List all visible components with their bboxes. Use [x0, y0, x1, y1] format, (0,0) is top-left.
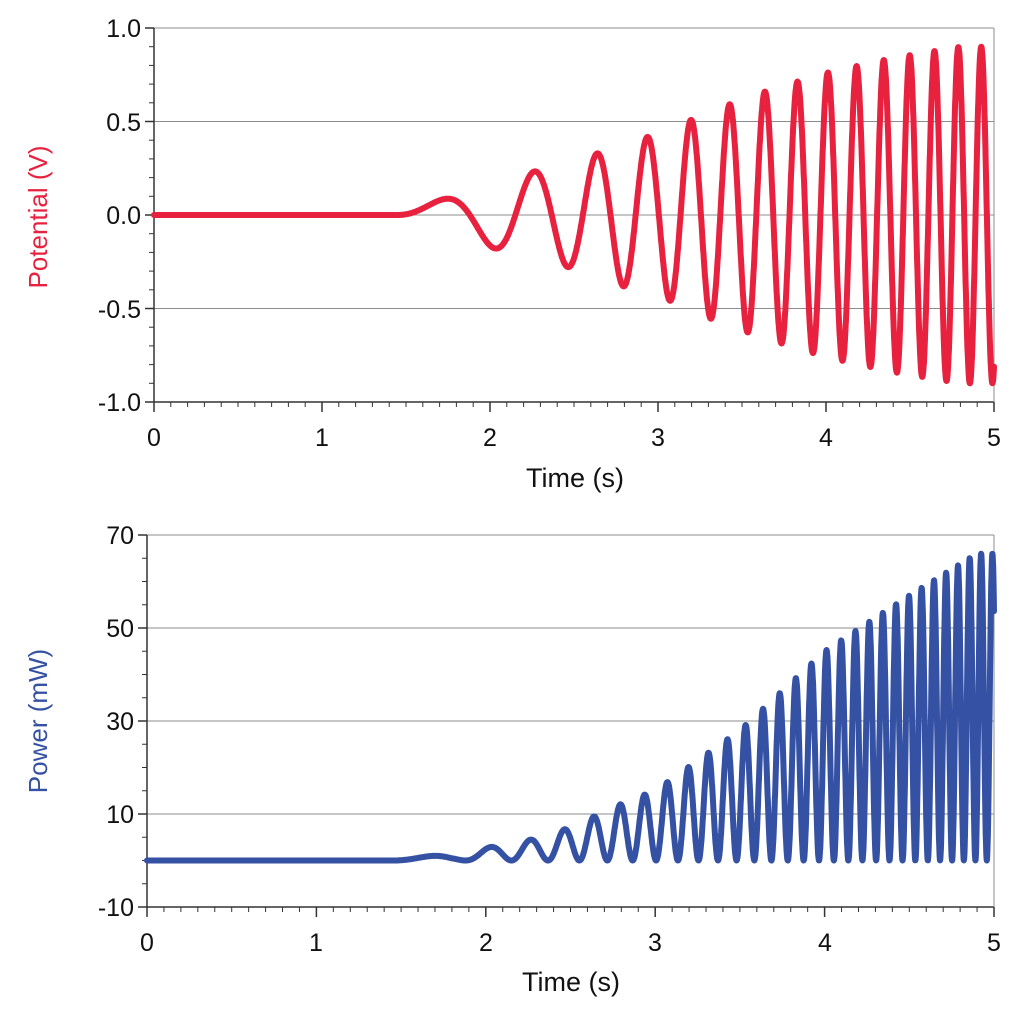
power-series-line — [144, 550, 997, 864]
potential-x-axis-label: Time (s) — [526, 463, 624, 493]
potential-xtick-label: 5 — [987, 424, 1001, 452]
potential-minor-ticks — [145, 27, 995, 412]
power-xtick-label: 4 — [818, 929, 832, 957]
potential-ytick-label: 1.0 — [106, 15, 141, 43]
potential-xtick-label: 4 — [819, 424, 833, 452]
power-ytick-label: 70 — [106, 522, 134, 550]
potential-ytick-label: 0.0 — [106, 202, 141, 230]
power-xtick-label: 2 — [479, 929, 493, 957]
potential-xtick-label: 2 — [483, 424, 497, 452]
potential-ytick-label: -1.0 — [98, 389, 141, 417]
power-minor-ticks — [138, 534, 995, 917]
power-ytick-label: 50 — [106, 615, 134, 643]
potential-xtick-label: 3 — [651, 424, 665, 452]
power-ytick-label: 30 — [106, 708, 134, 736]
power-x-axis-label: Time (s) — [522, 967, 620, 997]
potential-ytick-label: -0.5 — [98, 296, 141, 324]
power-ytick-label: 10 — [106, 801, 134, 829]
potential-y-axis-label: Potential (V) — [23, 145, 53, 288]
power-xtick-label: 3 — [648, 929, 662, 957]
potential-series-line — [151, 43, 997, 387]
potential-xtick-label: 0 — [147, 424, 161, 452]
power-y-axis-label: Power (mW) — [23, 649, 53, 793]
power-chart: 70 50 30 10 -10 0 1 2 3 4 5 Time (s) Pow… — [23, 522, 1001, 997]
power-xtick-label: 1 — [309, 929, 323, 957]
potential-ytick-label: 0.5 — [106, 109, 141, 137]
potential-chart: 1.0 0.5 0.0 -0.5 -1.0 0 1 2 3 4 5 Time (… — [23, 15, 1001, 493]
power-xtick-label: 0 — [140, 929, 154, 957]
potential-xtick-label: 1 — [315, 424, 329, 452]
power-ytick-label: -10 — [98, 894, 134, 922]
power-xtick-label: 5 — [987, 929, 1001, 957]
